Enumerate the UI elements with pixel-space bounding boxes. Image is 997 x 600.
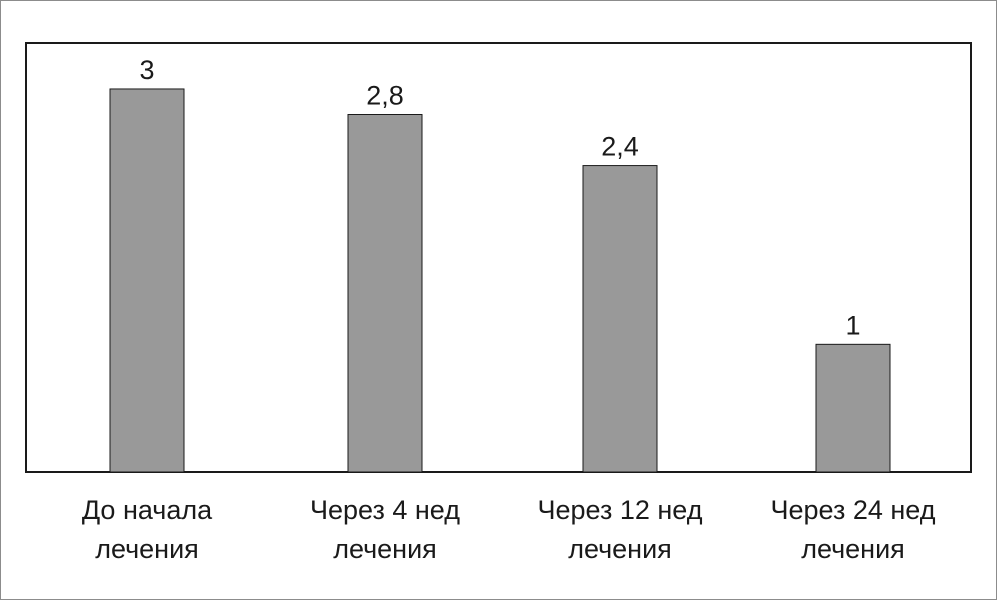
category-label-1-line-1: До начала <box>82 495 213 525</box>
bars-layer <box>109 88 891 473</box>
category-label-3-line-2: лечения <box>568 534 672 564</box>
category-labels-layer: До начала лечения Через 4 нед лечения Через … <box>82 495 936 564</box>
category-label-1-line-2: лечения <box>95 534 199 564</box>
bar-value-label-1: 3 <box>139 55 154 85</box>
bar-value-label-3: 2,4 <box>601 132 639 162</box>
bar-value-label-2: 2,8 <box>366 81 404 111</box>
bar-1 <box>109 88 185 473</box>
category-label-2-line-2: лечения <box>333 534 437 564</box>
bar-value-label-4: 1 <box>845 310 860 340</box>
bar-2 <box>347 114 423 473</box>
category-label-4-line-1: Через 24 нед <box>771 495 936 525</box>
bar-3 <box>582 165 658 473</box>
category-label-4-line-2: лечения <box>801 534 905 564</box>
category-label-3-line-1: Через 12 нед <box>538 495 703 525</box>
plot-area-frame <box>25 42 972 473</box>
value-labels-layer: 3 2,8 2,4 1 <box>139 55 860 340</box>
category-label-2-line-1: Через 4 нед <box>310 495 460 525</box>
bar-4 <box>815 343 891 473</box>
